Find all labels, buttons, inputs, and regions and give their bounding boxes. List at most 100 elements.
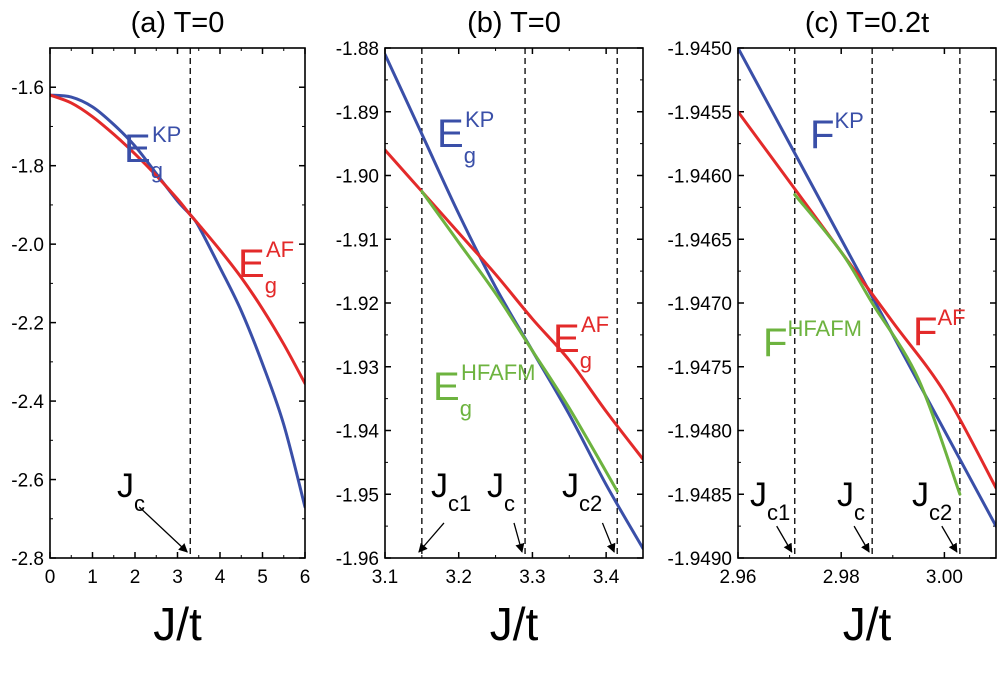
y-tick-label: -2.2 bbox=[11, 314, 44, 335]
series-label-subscript: g bbox=[464, 143, 476, 168]
curves bbox=[50, 93, 305, 509]
y-tick-label: -1.89 bbox=[336, 103, 379, 124]
critical-label: Jc2 bbox=[912, 476, 952, 525]
series-label-main: F bbox=[913, 310, 937, 354]
y-tick-label: -1.9460 bbox=[668, 167, 732, 188]
series-line-af bbox=[738, 110, 996, 490]
y-tick-label: -1.93 bbox=[336, 358, 379, 379]
y-tick-label: -1.96 bbox=[336, 549, 379, 570]
y-tick-label: -1.9490 bbox=[668, 549, 732, 570]
y-tick-label: -1.9480 bbox=[668, 422, 732, 443]
critical-label-subscript: c bbox=[504, 491, 515, 516]
series-label-main: E bbox=[437, 112, 464, 156]
series-label-subscript: g bbox=[580, 348, 592, 373]
x-tick-label: 3 bbox=[172, 567, 183, 588]
series-label-superscript: AF bbox=[266, 237, 294, 262]
critical-label-subscript: c2 bbox=[929, 500, 952, 525]
critical-arrow bbox=[418, 522, 445, 553]
x-tick-label: 2.96 bbox=[720, 567, 757, 588]
series-label-superscript: AF bbox=[581, 312, 609, 337]
critical-label: Jc bbox=[487, 467, 515, 516]
y-tick-label: -1.92 bbox=[336, 294, 379, 315]
y-tick-label: -1.90 bbox=[336, 167, 379, 188]
critical-arrow bbox=[941, 525, 958, 553]
y-tick-label: -1.8 bbox=[11, 157, 44, 178]
plot-frame bbox=[49, 47, 306, 559]
curves bbox=[385, 52, 643, 550]
series-label-main: E bbox=[124, 127, 151, 171]
series-label-superscript: HFAFM bbox=[787, 316, 862, 341]
y-tick-label: -2.6 bbox=[11, 471, 44, 492]
x-tick-label: 5 bbox=[257, 567, 268, 588]
y-tick-label: -1.9450 bbox=[668, 39, 732, 60]
chart-panel-2: (b) T=0 J/t -1.88 -1.89 -1.90 -1.91 -1.92 -1.93… bbox=[336, 7, 644, 650]
critical-arrow bbox=[513, 522, 525, 553]
y-tick-label: -1.9455 bbox=[668, 103, 732, 124]
y-tick-label: -1.88 bbox=[336, 39, 379, 60]
series-label-superscript: KP bbox=[834, 108, 863, 133]
plot-frame bbox=[384, 47, 644, 559]
curves bbox=[738, 48, 996, 528]
series-label-main: E bbox=[553, 317, 580, 361]
x-tick-label: 0 bbox=[45, 567, 56, 588]
critical-label-subscript: c1 bbox=[767, 500, 790, 525]
critical-label: Jc2 bbox=[562, 467, 602, 516]
y-tick-label: -2.8 bbox=[11, 549, 44, 570]
critical-label-subscript: c1 bbox=[448, 491, 471, 516]
series-label-subscript: g bbox=[265, 273, 277, 298]
critical-label: Jc bbox=[837, 476, 865, 525]
y-tick-label: -1.94 bbox=[336, 422, 380, 443]
critical-label-subscript: c bbox=[134, 491, 145, 516]
y-tick-label: -2.0 bbox=[11, 235, 44, 256]
critical-label-subscript: c bbox=[854, 500, 865, 525]
series-label-hfafm: Eg HFAFM bbox=[433, 360, 536, 421]
critical-arrow bbox=[776, 525, 793, 553]
series-line-kp bbox=[385, 52, 643, 550]
y-tick-label: -1.9470 bbox=[668, 294, 732, 315]
series-label-superscript: KP bbox=[152, 122, 181, 147]
series-label-main: F bbox=[810, 113, 834, 157]
series-label-main: E bbox=[433, 365, 460, 409]
x-tick-label: 3.4 bbox=[593, 567, 620, 588]
series-line-kp bbox=[50, 93, 305, 509]
series-label-kp: Eg KP bbox=[437, 107, 494, 168]
y-tick-label: -1.9485 bbox=[668, 485, 732, 506]
y-tick-label: -1.91 bbox=[336, 230, 379, 251]
chart-panel-3: (c) T=0.2t J/t -1.9450 -1.9455 -1.9460 -1.946… bbox=[668, 7, 997, 650]
x-axis-label: J/t bbox=[153, 598, 202, 650]
series-label-af: Eg AF bbox=[553, 312, 609, 373]
y-tick-label: -1.95 bbox=[336, 485, 379, 506]
critical-label-subscript: c2 bbox=[579, 491, 602, 516]
series-label-af: Eg AF bbox=[238, 237, 294, 298]
series-label-subscript: g bbox=[460, 396, 472, 421]
y-tick-label: -1.9475 bbox=[668, 358, 732, 379]
y-tick-label: -2.4 bbox=[11, 392, 44, 413]
y-tick-label: -1.6 bbox=[11, 78, 44, 99]
critical-arrow bbox=[853, 525, 870, 553]
x-axis-label: J/t bbox=[843, 598, 892, 650]
x-tick-label: 2 bbox=[130, 567, 141, 588]
series-line-hfafm bbox=[793, 193, 962, 496]
x-axis-label: J/t bbox=[490, 598, 539, 650]
x-tick-label: 3.1 bbox=[372, 567, 398, 588]
series-line-hfafm bbox=[420, 189, 619, 493]
series-label-hfafm: FHFAFM bbox=[763, 316, 862, 365]
x-tick-label: 3.3 bbox=[519, 567, 545, 588]
x-tick-label: 1 bbox=[87, 567, 98, 588]
series-label-af: FAF bbox=[913, 305, 966, 354]
critical-label: Jc1 bbox=[750, 476, 790, 525]
critical-arrow bbox=[601, 522, 616, 553]
series-line-af bbox=[50, 93, 305, 385]
y-tick-label: -1.9465 bbox=[668, 230, 732, 251]
series-label-main: E bbox=[238, 242, 265, 286]
series-label-superscript: AF bbox=[937, 305, 965, 330]
chart-panel-1: (a) T=0 J/t -1.6 -1.8 -2.0 -2.2 -2.4 -2.6 -2.80 1… bbox=[11, 7, 310, 650]
x-tick-label: 6 bbox=[300, 567, 311, 588]
x-tick-label: 2.98 bbox=[823, 567, 860, 588]
critical-arrow bbox=[138, 506, 188, 553]
series-label-subscript: g bbox=[151, 158, 163, 183]
series-label-superscript: KP bbox=[465, 107, 494, 132]
series-label-main: F bbox=[763, 321, 787, 365]
x-tick-label: 3.00 bbox=[926, 567, 963, 588]
panel-title: (b) T=0 bbox=[467, 7, 561, 39]
